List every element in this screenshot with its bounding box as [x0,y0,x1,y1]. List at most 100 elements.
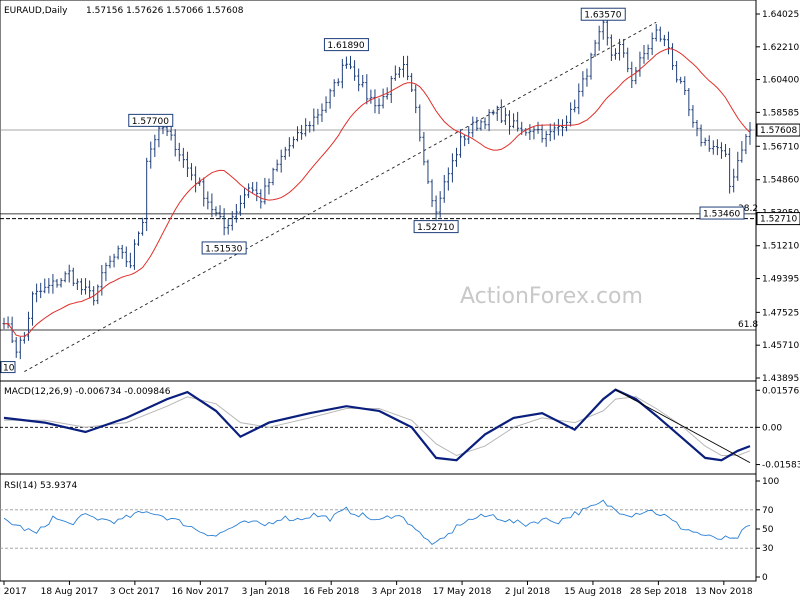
candle [414,84,418,114]
candle [149,141,153,169]
support-marker-box [756,212,800,226]
candle [206,191,210,210]
candle [226,219,230,235]
candle [459,129,463,158]
candle [719,142,723,159]
candle [177,142,181,162]
candle [296,126,300,142]
candle [540,124,544,143]
fib-label: 38.2 [738,204,758,214]
candle [581,71,585,97]
candle [71,267,75,287]
candle [675,60,679,83]
candle [618,38,622,61]
candle [238,195,242,216]
candle [401,55,405,78]
candle [100,265,104,296]
candle [344,56,348,69]
candle [406,55,410,81]
price-trendline [24,21,657,372]
candle [512,113,516,129]
candle [31,291,35,326]
candle [446,167,450,191]
candle [153,134,157,158]
candle [450,153,454,183]
macd-title: MACD(12,26,9) -0.006734 -0.009846 [4,387,171,397]
date-tick-label: 2 Jul 2018 [505,587,550,597]
candle [120,244,124,259]
candle [707,135,711,152]
candle [300,124,304,140]
candle [609,34,613,61]
price-tick-label: 1.54860 [762,176,799,186]
candle [679,76,683,84]
macd-content: 0.015762 0.00 -0.015834 [0,386,800,471]
candle [255,181,259,202]
rsi-tick-label: 30 [762,544,774,554]
price-annotations: 1.57700 1.51530 1.61890 1.52710 1.63570 1.534… [128,7,745,255]
candle [75,278,79,290]
candle [279,149,283,173]
candle [137,231,141,246]
candle [283,146,287,160]
candle [728,147,732,194]
candle [475,116,479,131]
candle [715,139,719,156]
candle [259,189,263,209]
rsi-panel-frame [0,473,757,582]
candle [43,278,47,294]
candle [96,284,100,305]
rsi-tick-label: 70 [762,506,774,516]
candle [642,45,646,64]
candle [108,255,112,269]
macd-panel: 0.015762 0.00 -0.015834 MACD(12,26,9) -0.0… [0,380,800,475]
candle [634,66,638,85]
candle [516,111,520,132]
candle [112,253,116,268]
candle [650,32,654,56]
date-tick-label: 16 Nov 2017 [171,587,229,597]
candle [332,79,336,97]
candle [141,217,145,236]
candle [732,168,736,193]
candle [181,147,185,168]
candle [340,58,344,89]
candle [222,208,226,236]
price-tick-label: 1.64025 [762,10,799,20]
candle [39,282,43,299]
date-tick-label: 18 Aug 2017 [41,587,99,597]
current-price-marker-label: 1.57608 [760,126,797,136]
candle [711,140,715,155]
price-tick-label: 1.56710 [762,142,799,152]
candle [422,132,426,166]
candle [381,88,385,109]
candle [202,177,206,207]
macd-trendline [615,389,751,463]
candle [483,117,487,130]
candle [389,75,393,103]
candle [585,68,589,87]
date-tick-label: 13 Nov 2018 [695,587,753,597]
fib-label: 61.8 [738,320,758,330]
macd-series-signal [4,396,751,457]
candle [479,119,483,131]
candle [312,108,316,132]
candle [104,262,108,282]
candle [234,203,238,223]
candle [271,167,275,186]
candle [173,129,177,157]
candle [124,246,128,268]
candle [528,124,532,140]
candle [471,116,475,138]
candle [630,61,634,89]
candle [218,205,222,220]
current-price-marker-box [756,123,800,137]
candle [287,137,291,157]
candle [687,87,691,117]
support-marker-label: 1.52710 [760,215,797,225]
candle [418,104,422,142]
rsi-content: 100 70 50 30 0 [0,477,779,583]
candle [230,211,234,231]
macd-tick-label: -0.015834 [762,461,800,471]
